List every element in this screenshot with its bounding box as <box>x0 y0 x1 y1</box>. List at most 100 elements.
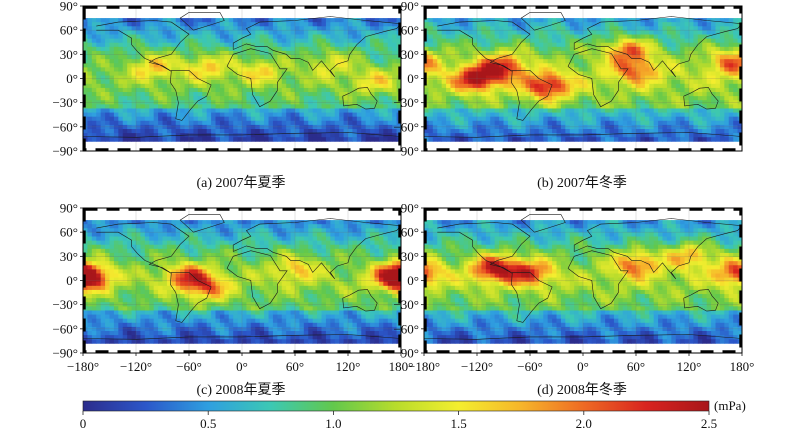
heatmap-cell <box>516 71 522 76</box>
heatmap-cell <box>605 96 610 101</box>
heatmap-cell <box>636 71 641 76</box>
heatmap-cell <box>618 55 624 60</box>
heatmap-cell <box>543 116 549 122</box>
heatmap-cell <box>596 83 602 89</box>
heatmap-cell <box>228 34 234 40</box>
heatmap-cell <box>312 120 318 126</box>
heatmap-cell <box>356 104 362 109</box>
heatmap-cell <box>441 116 447 122</box>
heatmap-cell <box>277 112 283 118</box>
heatmap-cell <box>565 42 571 48</box>
heatmap-cell <box>481 112 487 118</box>
heatmap-cell <box>237 236 243 242</box>
heatmap-cell <box>109 38 115 44</box>
heatmap-cell <box>286 87 291 93</box>
heatmap-cell <box>697 83 703 89</box>
heatmap-cell <box>361 104 367 109</box>
heatmap-cell <box>477 63 482 68</box>
heatmap-cell <box>715 34 721 40</box>
heatmap-cell <box>370 137 375 142</box>
heatmap-cell <box>680 55 685 60</box>
heatmap-cell <box>702 129 708 134</box>
heatmap-cell <box>175 30 181 35</box>
heatmap-cell <box>215 220 221 225</box>
heatmap-cell <box>733 112 738 118</box>
heatmap-cell <box>171 79 177 85</box>
heatmap-cell <box>547 55 553 60</box>
heatmap-cell <box>242 116 247 122</box>
heatmap-cell <box>334 96 340 101</box>
heatmap-cell <box>286 59 291 64</box>
heatmap-cell <box>149 108 155 113</box>
heatmap-cell <box>728 83 734 89</box>
heatmap-cell <box>109 228 115 233</box>
heatmap-cell <box>228 129 234 134</box>
heatmap-cell <box>547 38 553 44</box>
heatmap-cell <box>560 26 566 31</box>
heatmap-cell <box>534 137 540 142</box>
heatmap-cell <box>538 92 544 97</box>
heatmap-cell <box>180 75 185 81</box>
heatmap-cell <box>525 50 531 56</box>
heatmap-cell <box>286 18 291 23</box>
heatmap-cell <box>472 112 478 118</box>
heatmap-cell <box>383 63 389 68</box>
heatmap-cell <box>91 133 97 138</box>
heatmap-cell <box>387 38 393 44</box>
heatmap-cell <box>202 220 208 225</box>
heatmap-cell <box>237 108 243 113</box>
heatmap-cell <box>636 92 641 97</box>
heatmap-cell <box>693 22 699 27</box>
heatmap-cell <box>352 124 358 130</box>
heatmap-cell <box>330 79 336 85</box>
heatmap-cell <box>591 108 597 113</box>
heatmap-cell <box>189 116 194 122</box>
heatmap-cell <box>193 50 199 56</box>
heatmap-cell <box>158 248 163 254</box>
heatmap-cell <box>719 87 725 93</box>
heatmap-cell <box>370 232 375 237</box>
heatmap-cell <box>450 67 456 72</box>
heatmap-cell <box>649 59 655 64</box>
heatmap-cell <box>303 92 309 97</box>
heatmap-cell <box>175 236 181 242</box>
y-tick-label: −60° <box>52 119 78 134</box>
heatmap-cell <box>609 124 615 130</box>
heatmap-cell <box>507 104 513 109</box>
heatmap-cell <box>627 87 632 93</box>
heatmap-cell <box>162 108 168 113</box>
heatmap-cell <box>259 71 265 76</box>
heatmap-cell <box>290 34 296 40</box>
heatmap-cell <box>171 248 177 254</box>
heatmap-cell <box>494 42 500 48</box>
heatmap-cell <box>109 92 115 97</box>
heatmap-cell <box>543 104 549 109</box>
heatmap-cell <box>237 71 243 76</box>
heatmap-cell <box>565 59 571 64</box>
heatmap-cell <box>136 236 141 242</box>
heatmap-cell <box>144 75 150 81</box>
heatmap-cell <box>202 59 208 64</box>
heatmap-cell <box>556 129 562 134</box>
heatmap-cell <box>348 22 353 27</box>
heatmap-cell <box>684 108 690 113</box>
heatmap-cell <box>627 38 632 44</box>
heatmap-cell <box>378 224 384 229</box>
heatmap-cell <box>680 83 685 89</box>
heatmap-cell <box>268 83 274 89</box>
heatmap-cell <box>574 34 579 40</box>
heatmap-cell <box>719 96 725 101</box>
heatmap-cell <box>596 116 602 122</box>
heatmap-cell <box>631 120 637 126</box>
heatmap-cell <box>144 46 150 52</box>
heatmap-cell <box>552 30 557 35</box>
heatmap-cell <box>87 30 93 35</box>
heatmap-cell <box>339 224 344 229</box>
heatmap-cell <box>534 124 540 130</box>
heatmap-cell <box>512 75 518 81</box>
heatmap-cell <box>233 116 238 122</box>
heatmap-cell <box>83 18 88 23</box>
heatmap-cell <box>356 55 362 60</box>
heatmap-cell <box>259 96 265 101</box>
heatmap-cell <box>680 79 685 85</box>
